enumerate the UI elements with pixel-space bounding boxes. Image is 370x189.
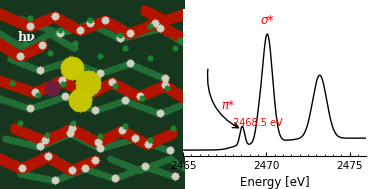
- Text: σ*: σ*: [260, 14, 274, 27]
- Text: 2468.5 eV: 2468.5 eV: [233, 118, 283, 128]
- Text: π*: π*: [222, 99, 235, 112]
- X-axis label: Energy [eV]: Energy [eV]: [240, 176, 310, 189]
- Text: hν: hν: [18, 31, 36, 44]
